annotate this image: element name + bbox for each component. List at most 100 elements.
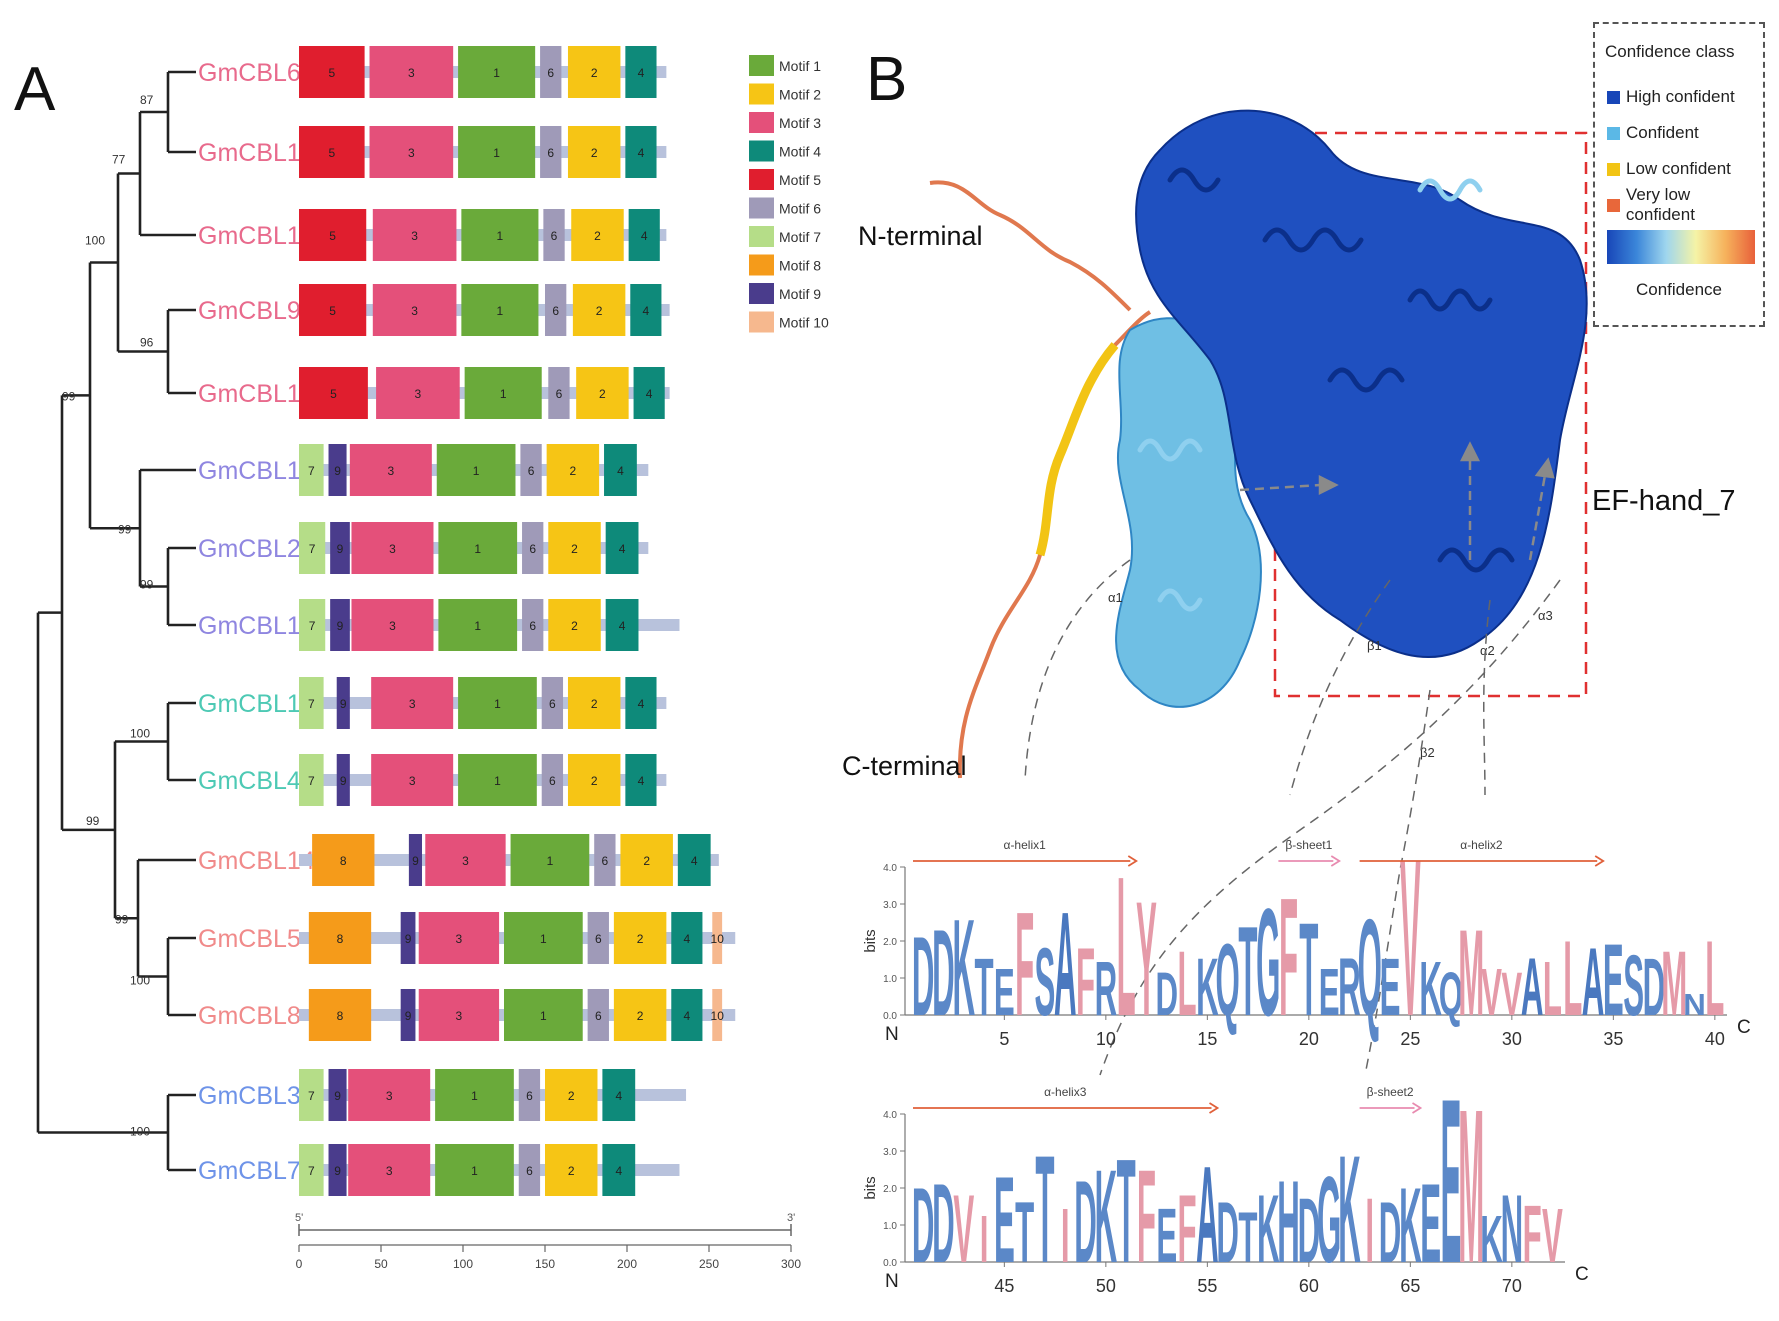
motif-box — [458, 46, 536, 98]
confidence-class-confident: Confident — [1607, 122, 1699, 144]
logo-y-tick-label: 4.0 — [883, 863, 897, 874]
motif-box — [613, 989, 667, 1041]
motif-number: 4 — [641, 229, 648, 243]
motif-number: 1 — [471, 1089, 478, 1103]
motif-number: 6 — [551, 229, 558, 243]
logo-letter: M — [1458, 1065, 1484, 1310]
logo-letter: D — [912, 914, 935, 1039]
motif-number: 1 — [540, 1009, 547, 1023]
logo-letter: S — [1035, 929, 1056, 1037]
motif-box — [299, 367, 368, 419]
motif-number: 9 — [405, 1009, 412, 1023]
logo-y-tick-label: 4.0 — [883, 1110, 897, 1121]
motif-legend-swatch — [749, 169, 774, 190]
motif-box — [567, 46, 621, 98]
confidence-gradient-bar — [1607, 230, 1755, 264]
motif-number: 2 — [591, 774, 598, 788]
logo-letter: E — [1420, 1161, 1441, 1286]
motif-number: 4 — [617, 464, 624, 478]
bootstrap-value: 99 — [118, 522, 132, 536]
motif-box — [372, 209, 457, 261]
motif-box — [299, 444, 324, 496]
motif-number: 5 — [328, 146, 335, 160]
gene-label: GmCBL5 — [198, 925, 301, 953]
logo-letter: D — [912, 1166, 935, 1285]
motif-box — [671, 912, 703, 964]
motif-number: 3 — [456, 1009, 463, 1023]
logo-letter: A — [1054, 881, 1077, 1047]
logo-y-tick-label: 0.0 — [883, 1258, 897, 1269]
logo-letter: V — [1481, 955, 1502, 1029]
motif-legend-swatch — [749, 254, 774, 276]
motif-number: 5 — [330, 387, 337, 401]
axis-end-label: 3' — [787, 1212, 795, 1224]
logo-letter: T — [1238, 900, 1257, 1043]
swatch-confident — [1607, 126, 1620, 140]
logo-y-label: bits — [862, 1176, 879, 1199]
motif-box — [602, 1144, 636, 1196]
motif-box — [372, 284, 457, 336]
logo-letter: D — [1216, 1183, 1239, 1280]
motif-legend-swatch — [749, 283, 774, 304]
motif-number: 9 — [334, 1164, 341, 1178]
motif-number: 2 — [570, 464, 577, 478]
motif-box — [299, 46, 365, 98]
phylogenetic-tree: 8777100969999991009999100100GmCBL6GmCBL1… — [36, 59, 315, 1185]
logo-letter: F — [1137, 1144, 1156, 1291]
gene-label: GmCBL2 — [198, 535, 301, 563]
motif-box — [299, 1069, 324, 1121]
motif-box — [458, 126, 536, 178]
motif-number: 4 — [615, 1089, 622, 1103]
motif-box — [567, 126, 621, 178]
motif-box — [299, 126, 365, 178]
motif-box — [546, 444, 600, 496]
motif-box — [602, 1069, 636, 1121]
alpha2-label: α2 — [1480, 643, 1495, 658]
motif-number: 6 — [526, 1164, 533, 1178]
logo-letter: M — [1661, 932, 1687, 1035]
logo-letter: L — [1543, 947, 1562, 1032]
logo-letter: K — [1196, 942, 1219, 1033]
motif-number: 4 — [691, 854, 698, 868]
logo-letter: A — [1521, 942, 1544, 1033]
motif-box — [541, 677, 564, 729]
motif-number: 7 — [308, 1164, 315, 1178]
ss-label: α-helix3 — [1044, 1085, 1087, 1099]
motif-box — [435, 1144, 514, 1196]
gene-label: GmCBL6 — [198, 59, 301, 87]
logo-x-tick-label: 40 — [1705, 1029, 1725, 1049]
motif-box — [545, 284, 567, 336]
logo-letter: F — [1523, 1189, 1542, 1280]
motif-number: 6 — [547, 66, 554, 80]
axis-start-label: 5' — [295, 1212, 303, 1224]
motif-number: 1 — [493, 146, 500, 160]
motif-box — [330, 522, 350, 574]
motif-box — [605, 522, 639, 574]
logo-c-label: C — [1737, 1017, 1751, 1038]
motif-box — [418, 912, 500, 964]
motif-number: 9 — [337, 542, 344, 556]
axis-tick-label: 300 — [781, 1257, 801, 1271]
motif-box — [418, 989, 500, 1041]
logo-x-tick-label: 50 — [1096, 1276, 1116, 1296]
logo-letter: K — [1338, 1125, 1361, 1295]
motif-number: 1 — [473, 464, 480, 478]
confidence-gradient-label: Confidence — [1635, 280, 1722, 299]
alpha1-label: α1 — [1108, 590, 1123, 605]
motif-box — [540, 46, 562, 98]
motif-box — [541, 754, 564, 806]
motif-number: 6 — [602, 854, 609, 868]
logo-n-label: N — [885, 1024, 899, 1045]
axis-tick-label: 250 — [699, 1257, 719, 1271]
motif-box — [522, 522, 544, 574]
confidence-legend-title: Confidence class — [1605, 42, 1735, 61]
axis-tick-label: 200 — [617, 1257, 637, 1271]
logo-letter: M — [1458, 904, 1484, 1041]
motif-box — [435, 1069, 514, 1121]
logo-letter: R — [1338, 942, 1361, 1033]
c-terminal-label: C-terminal — [842, 751, 967, 781]
logo-y-tick-label: 1.0 — [883, 1221, 897, 1232]
logo-x-tick-label: 15 — [1197, 1029, 1217, 1049]
motif-number: 1 — [540, 932, 547, 946]
logo-x-tick-label: 60 — [1299, 1276, 1319, 1296]
